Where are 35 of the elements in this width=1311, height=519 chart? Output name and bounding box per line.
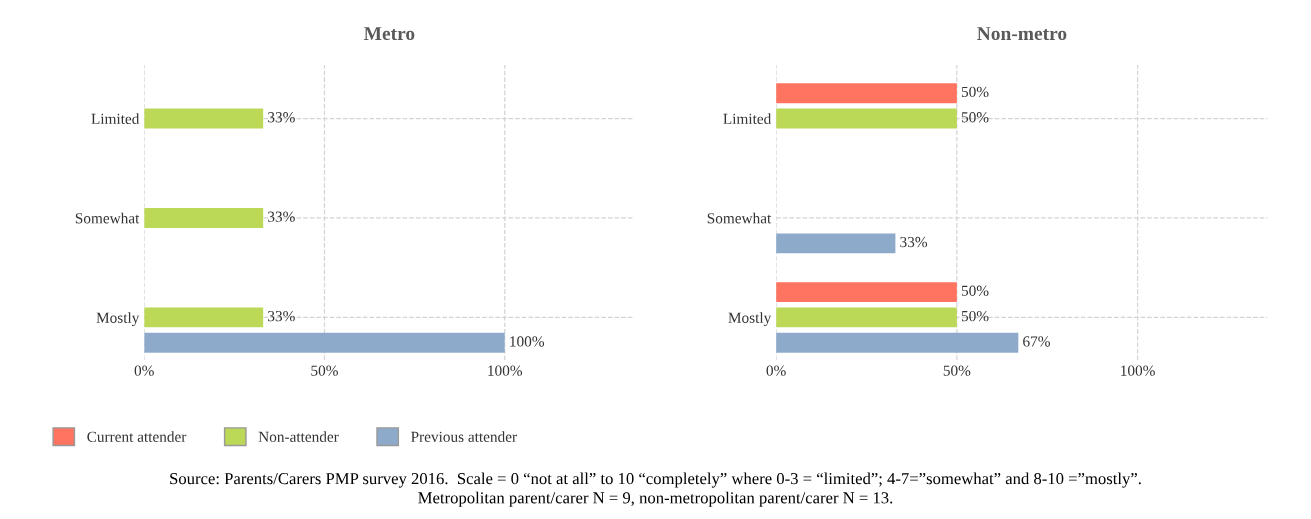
data-label: 33% bbox=[268, 112, 295, 123]
y-tick-label: Mostly bbox=[728, 312, 772, 327]
data-label: 50% bbox=[961, 310, 989, 322]
y-tick-label: Limited bbox=[723, 113, 772, 125]
source-note: Source: Parents/Carers PMP survey 2016. Scale = 0 “not at all” to 10 “completely” where 0-3 = “limited”; 4-7=”somewhat” and 8-10 =”mostly”. bbox=[170, 472, 1141, 488]
bar bbox=[776, 307, 957, 328]
legend-label: Non-attender bbox=[258, 431, 339, 442]
data-label: 33% bbox=[268, 310, 295, 322]
bar bbox=[776, 108, 957, 129]
bar bbox=[776, 233, 896, 254]
bar bbox=[776, 282, 957, 303]
legend-label: Current attender bbox=[87, 431, 187, 442]
chart-title: Non-metro bbox=[977, 27, 1067, 41]
y-tick-label: Limited bbox=[91, 113, 140, 125]
x-tick-label: 0% bbox=[766, 365, 786, 376]
y-tick-label: Somewhat bbox=[707, 212, 772, 224]
y-tick-label: Somewhat bbox=[75, 212, 140, 224]
x-tick-label: 100% bbox=[1121, 365, 1155, 376]
data-label: 50% bbox=[961, 112, 989, 123]
bar bbox=[776, 83, 957, 104]
data-label: 33% bbox=[900, 236, 928, 248]
x-tick-label: 50% bbox=[311, 365, 338, 376]
data-label: 50% bbox=[961, 285, 989, 296]
y-tick-label: Mostly bbox=[96, 312, 140, 327]
text: Metropolitan parent/carer N = 9, non-metropolitan parent/carer N = 13. bbox=[418, 491, 893, 507]
data-label: 67% bbox=[1023, 336, 1050, 347]
x-tick-label: 50% bbox=[943, 365, 971, 376]
data-label: 50% bbox=[961, 86, 989, 98]
legend-label: Previous attender bbox=[411, 431, 517, 442]
chart-title: Metro bbox=[363, 27, 415, 41]
x-tick-label: 100% bbox=[488, 365, 523, 376]
x-tick-label: 0% bbox=[134, 365, 154, 376]
bar bbox=[776, 332, 1019, 353]
data-label: 100% bbox=[510, 336, 545, 347]
data-label: 33% bbox=[268, 211, 295, 222]
